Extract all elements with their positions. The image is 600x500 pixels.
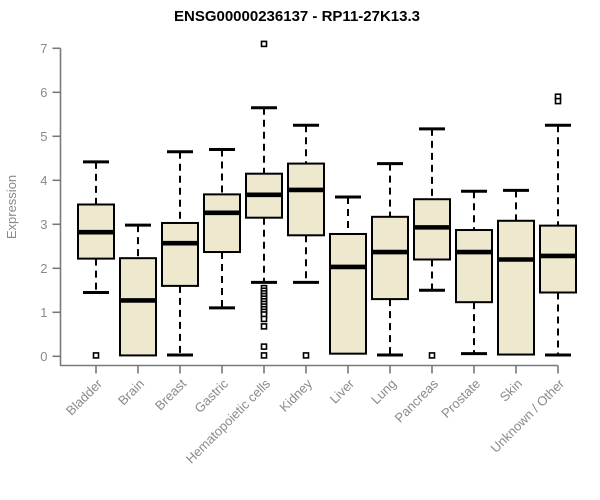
box-group bbox=[413, 127, 451, 359]
x-tick-label: Unknown / Other bbox=[488, 376, 568, 456]
y-tick-label: 4 bbox=[40, 173, 47, 188]
outlier-point bbox=[260, 315, 268, 323]
y-tick-label: 0 bbox=[40, 349, 47, 364]
box-group bbox=[119, 223, 157, 357]
outlier-point bbox=[92, 352, 100, 359]
y-tick-label: 5 bbox=[40, 129, 47, 144]
iqr-box bbox=[287, 162, 325, 237]
box-group bbox=[77, 160, 115, 359]
outlier-point bbox=[260, 343, 268, 350]
outlier-point bbox=[554, 97, 562, 105]
iqr-box bbox=[161, 221, 199, 287]
box-group bbox=[455, 189, 493, 356]
x-tick-label: Prostate bbox=[438, 376, 483, 421]
outlier-point bbox=[260, 352, 268, 359]
x-tick-label: Lung bbox=[368, 376, 399, 407]
y-tick-label: 6 bbox=[40, 85, 47, 100]
iqr-box bbox=[455, 229, 493, 304]
box-group bbox=[371, 162, 409, 357]
outlier-point bbox=[260, 40, 268, 48]
box-group bbox=[245, 40, 283, 359]
box-group bbox=[203, 148, 241, 310]
box-group bbox=[539, 93, 577, 357]
iqr-box bbox=[203, 193, 241, 254]
iqr-box bbox=[329, 232, 367, 355]
x-tick-label: Liver bbox=[327, 376, 358, 407]
iqr-box bbox=[497, 219, 535, 356]
x-tick-label: Skin bbox=[497, 376, 525, 404]
x-tick-label: Gastric bbox=[191, 376, 231, 416]
iqr-box bbox=[371, 215, 409, 301]
x-tick-label: Pancreas bbox=[392, 376, 442, 426]
box-group bbox=[161, 150, 199, 357]
box-group bbox=[287, 123, 325, 359]
chart-title: ENSG00000236137 - RP11-27K13.3 bbox=[174, 8, 420, 25]
x-tick-label: Brain bbox=[115, 376, 147, 408]
y-tick-label: 3 bbox=[40, 217, 47, 232]
outlier-point bbox=[260, 323, 268, 330]
outlier-point bbox=[428, 352, 436, 359]
x-tick-label: Bladder bbox=[63, 376, 106, 419]
iqr-box bbox=[539, 224, 577, 294]
outlier-point bbox=[302, 352, 310, 359]
y-axis-label: Expression bbox=[4, 175, 19, 239]
y-tick-label: 2 bbox=[40, 261, 47, 276]
box-group bbox=[329, 195, 367, 355]
y-tick-label: 1 bbox=[40, 305, 47, 320]
plot-area bbox=[77, 40, 577, 359]
iqr-box bbox=[119, 257, 157, 357]
x-tick-label: Kidney bbox=[276, 376, 315, 415]
y-tick-label: 7 bbox=[40, 41, 47, 56]
box-group bbox=[497, 188, 535, 356]
x-tick-label: Breast bbox=[152, 376, 189, 413]
